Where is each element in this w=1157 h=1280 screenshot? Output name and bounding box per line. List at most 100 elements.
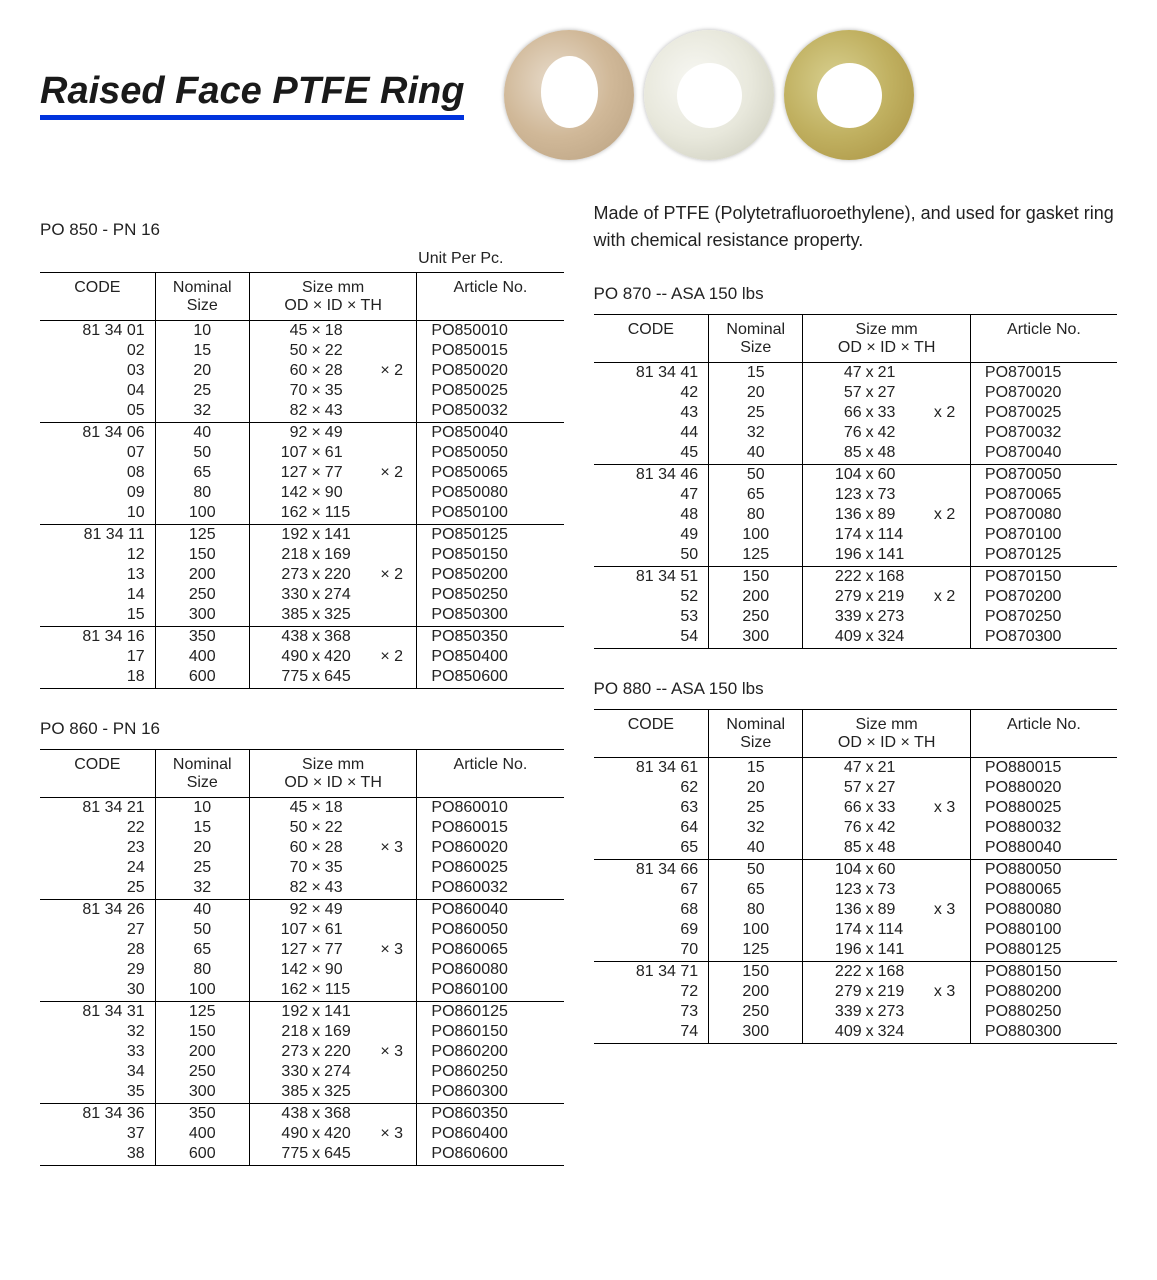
cell-size: 279x219x 2 [803,587,971,607]
cell-size: 279x219x 3 [803,982,971,1002]
table-row: 70125196x141PO880125 [594,940,1118,962]
cell-size: 196x141 [803,940,971,962]
cell-size: 142×90 [249,960,417,980]
spec-table: CODENominalSizeSize mmOD × ID × THArticl… [594,314,1118,649]
table-row: 30100162×115PO860100 [40,980,564,1002]
cell-code: 81 34 46 [594,465,709,486]
th-nominal: NominalSize [709,710,803,758]
cell-nominal: 40 [155,423,249,444]
cell-code: 30 [40,980,155,1002]
cell-nominal: 32 [709,818,803,838]
cell-size: 76x42 [803,818,971,838]
table-row: 654085x48PO880040 [594,838,1118,860]
cell-nominal: 200 [155,1042,249,1062]
cell-article: PO860150 [417,1022,564,1042]
cell-article: PO860040 [417,900,564,921]
cell-nominal: 15 [155,818,249,838]
cell-article: PO860015 [417,818,564,838]
cell-article: PO850025 [417,381,564,401]
cell-article: PO870250 [970,607,1117,627]
cell-nominal: 50 [155,920,249,940]
cell-nominal: 80 [709,900,803,920]
table-row: 232060×28× 3PO860020 [40,838,564,858]
table-row: 2865127×77× 3PO860065 [40,940,564,960]
cell-nominal: 50 [709,465,803,486]
table-row: 253282×43PO860032 [40,878,564,900]
cell-article: PO850150 [417,545,564,565]
cell-size: 162×115 [249,980,417,1002]
cell-nominal: 15 [709,363,803,384]
cell-article: PO850080 [417,483,564,503]
cell-article: PO860250 [417,1062,564,1082]
table-row: 81 34 011045×18PO850010 [40,321,564,342]
cell-nominal: 300 [709,627,803,649]
cell-code: 81 34 26 [40,900,155,921]
page-title: Raised Face PTFE Ring [40,70,464,120]
cell-nominal: 80 [155,483,249,503]
cell-code: 64 [594,818,709,838]
cell-code: 27 [40,920,155,940]
table-row: 432566x33x 2PO870025 [594,403,1118,423]
cell-size: 142×90 [249,483,417,503]
ring-image-3 [784,30,914,160]
cell-size: 775x645 [249,667,417,689]
cell-article: PO860300 [417,1082,564,1104]
cell-code: 48 [594,505,709,525]
cell-size: 339x273 [803,607,971,627]
table-row: 242570×35PO860025 [40,858,564,878]
th-size: Size mmOD × ID × TH [803,710,971,758]
table-row: 053282×43PO850032 [40,401,564,423]
table-row: 14250330x274PO850250 [40,585,564,605]
cell-nominal: 100 [709,920,803,940]
main-columns: PO 850 - PN 16Unit Per Pc.CODENominalSiz… [40,200,1117,1196]
cell-article: PO870125 [970,545,1117,567]
table-row: 2980142×90PO860080 [40,960,564,980]
cell-article: PO880040 [970,838,1117,860]
cell-article: PO850032 [417,401,564,423]
cell-size: 174x114 [803,525,971,545]
table-row: 81 34 6650104x60PO880050 [594,860,1118,881]
table-row: 6765123x73PO880065 [594,880,1118,900]
cell-nominal: 25 [155,381,249,401]
table-row: 33200273x220× 3PO860200 [40,1042,564,1062]
cell-nominal: 10 [155,321,249,342]
cell-code: 34 [40,1062,155,1082]
cell-article: PO870300 [970,627,1117,649]
table-block-po870: PO 870 -- ASA 150 lbsCODENominalSizeSize… [594,284,1118,649]
cell-size: 330x274 [249,1062,417,1082]
cell-code: 81 34 36 [40,1104,155,1125]
table-row: 622057x27PO880020 [594,778,1118,798]
cell-code: 81 34 51 [594,567,709,588]
cell-size: 127×77× 2 [249,463,417,483]
cell-code: 23 [40,838,155,858]
cell-code: 52 [594,587,709,607]
cell-article: PO880050 [970,860,1117,881]
cell-code: 32 [40,1022,155,1042]
cell-nominal: 40 [155,900,249,921]
cell-size: 409x324 [803,1022,971,1044]
cell-nominal: 65 [709,880,803,900]
cell-article: PO850010 [417,321,564,342]
cell-article: PO880250 [970,1002,1117,1022]
table-row: 021550×22PO850015 [40,341,564,361]
cell-nominal: 200 [709,982,803,1002]
table-row: 632566x33x 3PO880025 [594,798,1118,818]
table-row: 0750107×61PO850050 [40,443,564,463]
cell-nominal: 200 [155,565,249,585]
table-row: 0865127×77× 2PO850065 [40,463,564,483]
cell-code: 15 [40,605,155,627]
right-column: Made of PTFE (Polytetrafluoroethylene), … [594,200,1118,1196]
cell-size: 192x141 [249,525,417,546]
cell-article: PO850050 [417,443,564,463]
cell-code: 50 [594,545,709,567]
cell-article: PO880065 [970,880,1117,900]
table-row: 73250339x273PO880250 [594,1002,1118,1022]
cell-article: PO880020 [970,778,1117,798]
cell-article: PO860200 [417,1042,564,1062]
table-row: 49100174x114PO870100 [594,525,1118,545]
th-article: Article No. [970,710,1117,758]
cell-article: PO860032 [417,878,564,900]
cell-code: 22 [40,818,155,838]
cell-article: PO880125 [970,940,1117,962]
cell-nominal: 300 [709,1022,803,1044]
